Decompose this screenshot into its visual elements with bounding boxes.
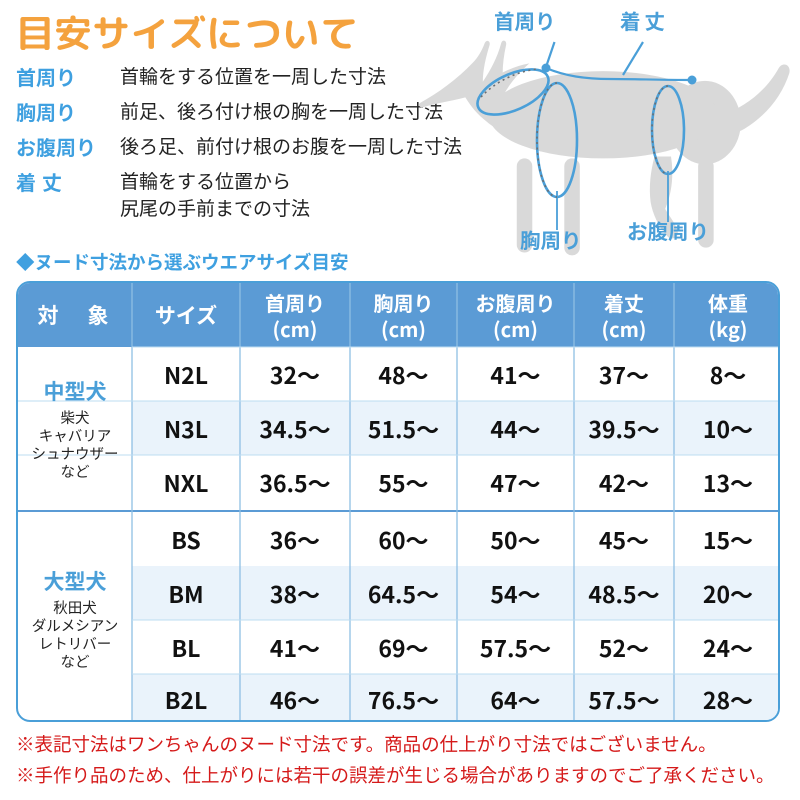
svg-text:胸周り: 胸周り [520, 224, 582, 254]
svg-text:お腹周り: お腹周り [627, 215, 709, 245]
svg-text:着丈: 着丈 [620, 5, 669, 35]
svg-text:首周り: 首周り [494, 5, 556, 35]
